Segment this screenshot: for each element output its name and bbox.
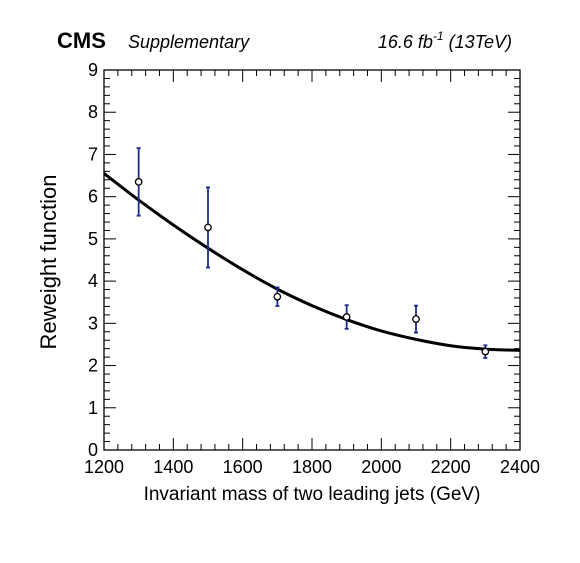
fit-curve [103,172,521,352]
data-point [342,304,351,330]
data-point [134,147,143,217]
y-tick-label: 5 [88,229,98,249]
data-marker [342,313,351,321]
y-tick-label: 2 [88,356,98,376]
x-axis-label: Invariant mass of two leading jets (GeV) [144,484,481,505]
data-marker [273,292,282,301]
x-tick-label: 1200 [84,457,124,477]
x-tick-labels: 1200 1400 1600 1800 2000 2200 2400 [84,457,540,477]
tag-label: Supplementary [128,32,250,52]
data-marker [412,315,420,323]
experiment-label: CMS [57,28,106,53]
lumi-exponent: -1 [433,29,444,43]
y-tick-label: 9 [88,60,98,80]
lumi-value: 16.6 fb [378,32,433,52]
data-marker [204,223,212,232]
y-tick-label: 4 [88,271,98,291]
lumi-label: 16.6 fb-1 (13TeV) [378,29,512,52]
y-tick-label: 8 [88,102,98,122]
x-tick-label: 2200 [431,457,471,477]
y-tick-label: 3 [88,313,98,333]
x-tick-label: 1400 [153,457,193,477]
lumi-energy: (13TeV) [449,32,512,52]
y-tick-label: 0 [88,440,98,460]
y-tick-label: 7 [88,144,98,164]
axis-ticks [103,69,521,451]
data-points [134,147,490,359]
data-point [204,186,212,269]
data-point [481,344,490,359]
x-tick-label: 1600 [223,457,263,477]
y-tick-label: 6 [88,187,98,207]
y-tick-labels: 0 1 2 3 4 5 6 7 8 9 [88,60,98,460]
x-tick-label: 1800 [292,457,332,477]
x-tick-label: 2400 [500,457,540,477]
data-point [412,304,420,334]
data-marker [481,347,490,356]
x-tick-label: 2000 [361,457,401,477]
data-point [273,286,282,307]
data-marker [134,178,143,186]
y-axis-label: Reweight function [36,175,61,350]
y-tick-label: 1 [88,398,98,418]
